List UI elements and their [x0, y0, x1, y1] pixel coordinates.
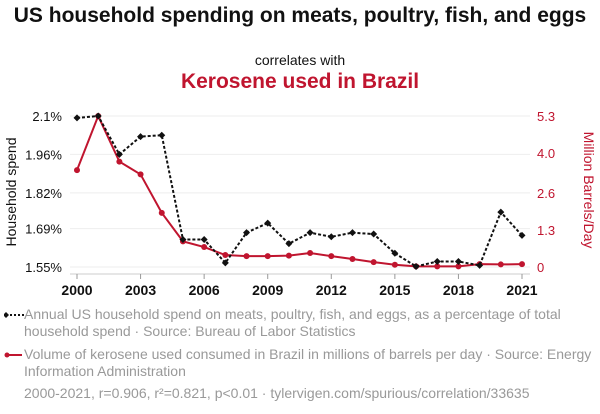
data-point-household-spend [327, 233, 335, 241]
chart-subtitle: correlates with [254, 52, 346, 68]
data-point-kerosene [434, 263, 441, 270]
x-tick-label: 2003 [125, 282, 156, 298]
data-point-household-spend [348, 229, 356, 237]
data-point-kerosene [243, 253, 250, 260]
data-point-kerosene [285, 252, 292, 259]
data-point-kerosene [349, 256, 356, 263]
data-point-household-spend [158, 131, 166, 139]
data-point-household-spend [412, 262, 420, 270]
data-point-household-spend [137, 133, 145, 141]
data-point-kerosene [201, 244, 208, 251]
data-point-kerosene [222, 252, 229, 259]
data-point-kerosene [307, 250, 314, 257]
chart-title-secondary: Kerosene used in Brazil [180, 70, 420, 93]
y-left-tick-label: 2.1% [32, 109, 62, 124]
data-point-household-spend [115, 150, 123, 158]
chart-title: US household spending on meats, poultry,… [0, 4, 600, 27]
y-right-tick-label: 5.3 [537, 109, 555, 124]
series-line-kerosene [76, 113, 523, 268]
y-right-axis-label: Million Barrels/Day [581, 132, 597, 249]
data-point-household-spend [497, 208, 505, 216]
y-left-tick-label: 1.82% [25, 186, 62, 201]
y-left-tick-label: 1.96% [25, 147, 62, 162]
y-right-tick-label: 2.6 [537, 186, 555, 201]
data-point-kerosene [455, 263, 462, 270]
legend-item-series1: Annual US household spend on meats, poul… [4, 306, 594, 340]
data-point-household-spend [454, 258, 462, 266]
y-right-tick-label: 4.0 [537, 146, 555, 161]
data-point-kerosene [391, 261, 398, 268]
chart-title-text: US household spending on meats, poultry,… [13, 4, 587, 27]
data-point-household-spend [285, 240, 293, 248]
data-point-household-spend [476, 261, 484, 269]
data-point-household-spend [221, 259, 229, 267]
data-point-kerosene [264, 253, 271, 260]
data-point-kerosene [497, 261, 504, 268]
data-point-household-spend [200, 236, 208, 244]
data-point-kerosene [370, 259, 377, 266]
data-point-kerosene [328, 253, 335, 260]
x-tick-label: 2000 [61, 282, 92, 298]
data-point-kerosene [74, 167, 80, 174]
x-tick-label: 2021 [506, 282, 537, 298]
data-point-kerosene [137, 171, 144, 178]
data-point-household-spend [391, 249, 399, 257]
data-point-kerosene [519, 261, 525, 268]
y-left-axis-label: Household spend [3, 138, 19, 247]
legend-item-series2: Volume of kerosene used consumed in Braz… [4, 346, 594, 380]
y-right-tick-label: 1.3 [537, 223, 555, 238]
y-left-tick-label: 1.69% [25, 222, 62, 237]
data-point-household-spend [306, 229, 314, 237]
chart-footer: 2000-2021, r=0.906, r²=0.821, p<0.01 · t… [24, 385, 530, 401]
x-tick-label: 2006 [189, 282, 220, 298]
legend-text-series2: Volume of kerosene used consumed in Braz… [24, 346, 592, 379]
y-left-tick-label: 1.55% [25, 260, 62, 275]
x-tick-label: 2012 [316, 282, 347, 298]
legend-text-series1: Annual US household spend on meats, poul… [24, 306, 561, 339]
x-tick-label: 2015 [379, 282, 410, 298]
data-point-household-spend [243, 229, 251, 237]
x-tick-label: 2018 [443, 282, 474, 298]
data-point-household-spend [94, 112, 102, 120]
series-line-household-spend [76, 114, 523, 268]
x-tick-label: 2009 [252, 282, 283, 298]
legend-swatch-solid-circle-icon [4, 352, 22, 358]
data-point-kerosene [158, 209, 165, 216]
data-point-household-spend [433, 258, 441, 266]
legend-swatch-dotted-diamond-icon [4, 312, 24, 318]
chart-svg: 1.55% 1.69% 1.82% 1.96% 2.1% 0 1.3 2.6 4.0 5.3 200… [3, 109, 597, 298]
data-point-household-spend [518, 231, 526, 239]
data-point-household-spend [179, 236, 187, 244]
data-point-household-spend [73, 114, 81, 122]
data-point-household-spend [264, 219, 272, 227]
data-point-household-spend [370, 230, 378, 238]
y-right-tick-label: 0 [537, 260, 544, 275]
data-point-kerosene [116, 158, 123, 165]
